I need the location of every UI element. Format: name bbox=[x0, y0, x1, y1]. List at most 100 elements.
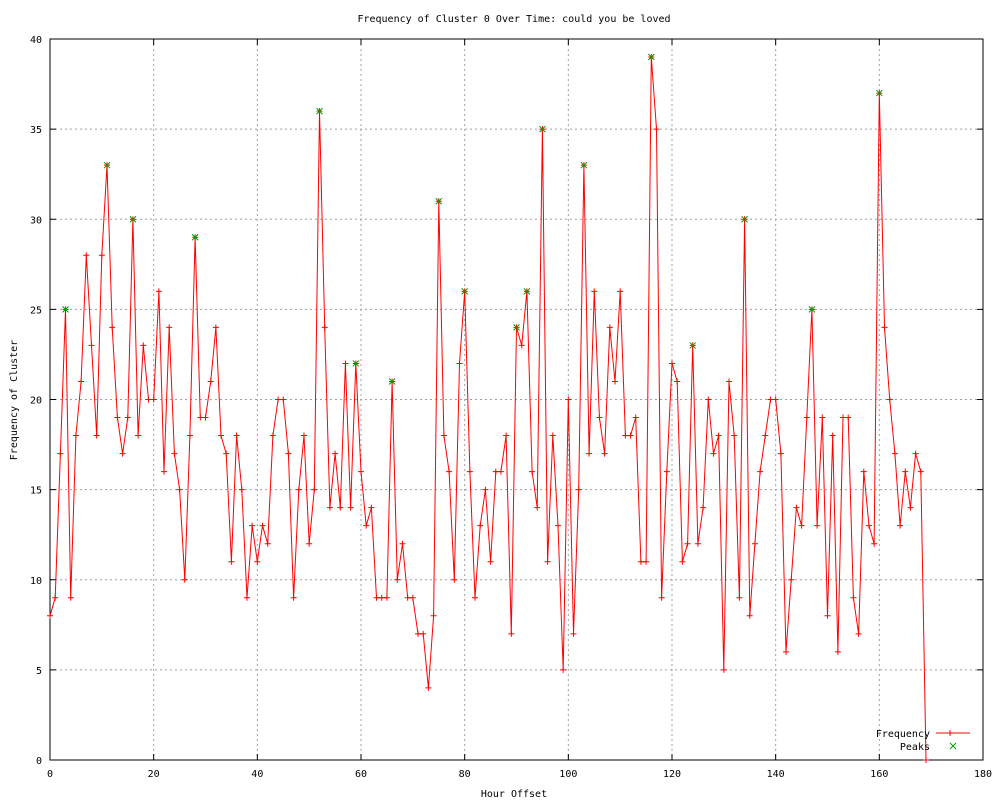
frequency-point bbox=[694, 540, 701, 547]
y-axis-label: Frequency of Cluster bbox=[9, 340, 20, 460]
peak-point bbox=[875, 89, 883, 97]
frequency-point bbox=[186, 432, 193, 439]
frequency-point bbox=[430, 612, 437, 619]
frequency-point bbox=[212, 324, 219, 331]
peak-point bbox=[352, 360, 360, 367]
peak-point bbox=[647, 53, 655, 61]
x-tick-label: 60 bbox=[355, 769, 367, 780]
frequency-point bbox=[492, 468, 499, 475]
legend: Frequency Peaks bbox=[876, 729, 970, 753]
frequency-point bbox=[363, 522, 370, 529]
legend-label-peaks: Peaks bbox=[900, 742, 930, 753]
frequency-point bbox=[865, 522, 872, 529]
y-tick-label: 0 bbox=[36, 756, 42, 767]
frequency-point bbox=[560, 666, 567, 673]
frequency-point bbox=[332, 450, 339, 457]
frequency-point bbox=[446, 468, 453, 475]
peak-point bbox=[435, 197, 443, 205]
axis-ticks: 0 5 10 15 20 25 30 35 40 0 20 40 60 80 100 120 140 160 180 bbox=[30, 35, 992, 780]
frequency-point bbox=[829, 432, 836, 439]
frequency-point bbox=[772, 396, 779, 403]
frequency-point bbox=[554, 522, 561, 529]
frequency-point bbox=[98, 252, 105, 259]
frequency-point bbox=[627, 432, 634, 439]
frequency-point bbox=[181, 576, 188, 583]
frequency-point bbox=[819, 414, 826, 421]
frequency-point bbox=[549, 432, 556, 439]
x-tick-label: 100 bbox=[559, 769, 577, 780]
frequency-point bbox=[285, 450, 292, 457]
frequency-point bbox=[814, 522, 821, 529]
frequency-point bbox=[57, 450, 64, 457]
frequency-point bbox=[653, 126, 660, 133]
y-tick-label: 10 bbox=[30, 576, 42, 587]
frequency-point bbox=[907, 504, 914, 511]
frequency-point bbox=[472, 594, 479, 601]
frequency-point bbox=[617, 288, 624, 295]
x-tick-label: 80 bbox=[459, 769, 471, 780]
frequency-point bbox=[425, 684, 432, 691]
frequency-point bbox=[529, 468, 536, 475]
frequency-point bbox=[762, 432, 769, 439]
frequency-point bbox=[570, 630, 577, 637]
frequency-point bbox=[591, 288, 598, 295]
frequency-point bbox=[197, 414, 204, 421]
frequency-point bbox=[508, 630, 515, 637]
frequency-point bbox=[171, 450, 178, 457]
frequency-point bbox=[207, 378, 214, 385]
frequency-point bbox=[119, 450, 126, 457]
frequency-point bbox=[710, 450, 717, 457]
frequency-point bbox=[264, 540, 271, 547]
frequency-point bbox=[202, 414, 209, 421]
frequency-point bbox=[731, 432, 738, 439]
peak-point bbox=[580, 161, 588, 169]
frequency-point bbox=[275, 396, 282, 403]
frequency-point bbox=[93, 432, 100, 439]
frequency-point bbox=[917, 468, 924, 475]
grid-lines bbox=[50, 39, 983, 760]
frequency-point bbox=[399, 540, 406, 547]
peak-point bbox=[388, 378, 396, 385]
frequency-point bbox=[259, 522, 266, 529]
frequency-point bbox=[544, 558, 551, 565]
frequency-point bbox=[705, 396, 712, 403]
frequency-point bbox=[290, 594, 297, 601]
peak-point bbox=[191, 233, 199, 241]
frequency-point bbox=[575, 486, 582, 493]
frequency-point bbox=[487, 558, 494, 565]
frequency-point bbox=[586, 450, 593, 457]
x-tick-label: 40 bbox=[251, 769, 263, 780]
x-tick-label: 0 bbox=[47, 769, 53, 780]
chart-title: Frequency of Cluster 0 Over Time: could … bbox=[357, 14, 670, 25]
frequency-point bbox=[767, 396, 774, 403]
frequency-point bbox=[326, 504, 333, 511]
frequency-point bbox=[663, 468, 670, 475]
frequency-point bbox=[912, 450, 919, 457]
x-axis-label: Hour Offset bbox=[481, 789, 547, 800]
frequency-point bbox=[850, 594, 857, 601]
peak-point bbox=[62, 306, 69, 313]
frequency-point bbox=[902, 468, 909, 475]
peak-point bbox=[808, 306, 816, 313]
frequency-point bbox=[451, 576, 458, 583]
y-tick-label: 5 bbox=[36, 666, 42, 677]
frequency-point bbox=[295, 486, 302, 493]
frequency-point bbox=[720, 666, 727, 673]
frequency-point bbox=[67, 594, 74, 601]
frequency-point bbox=[47, 612, 53, 619]
peak-point bbox=[539, 125, 546, 133]
frequency-point bbox=[643, 558, 650, 565]
frequency-point bbox=[715, 432, 722, 439]
frequency-point bbox=[176, 486, 183, 493]
x-tick-label: 180 bbox=[974, 769, 992, 780]
peak-point bbox=[523, 287, 531, 295]
frequency-point bbox=[606, 324, 613, 331]
frequency-point bbox=[834, 648, 841, 655]
frequency-point bbox=[306, 540, 313, 547]
frequency-point bbox=[793, 504, 800, 511]
frequency-point bbox=[52, 594, 59, 601]
frequency-point bbox=[218, 432, 225, 439]
legend-marker-peaks bbox=[949, 742, 957, 750]
frequency-point bbox=[622, 432, 629, 439]
frequency-point bbox=[269, 432, 276, 439]
